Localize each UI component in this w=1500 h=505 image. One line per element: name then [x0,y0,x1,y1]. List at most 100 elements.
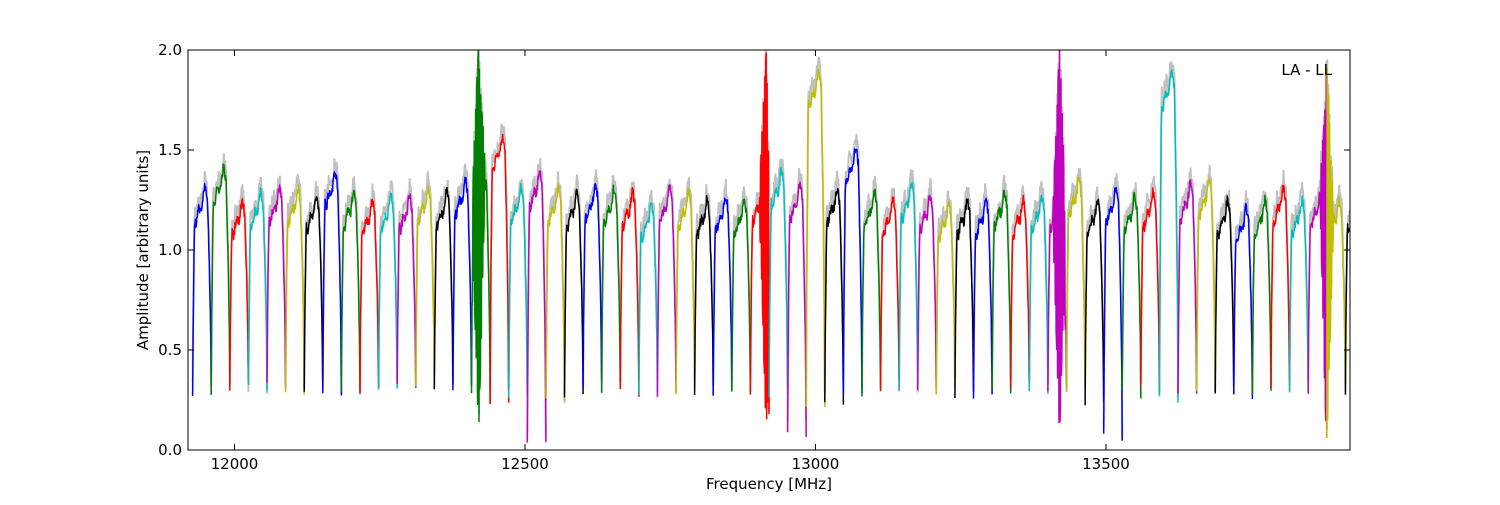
channel-series-segment [1177,179,1198,394]
background-series-segment [916,177,938,390]
background-series-segment [1420,180,1439,394]
background-series-segment [1364,179,1383,390]
channel-series-segment [1084,198,1105,406]
channel-series-segment [507,183,529,398]
channel-series-segment [1047,50,1068,424]
channel-series-segment [1028,194,1049,394]
channel-series-segment [1344,220,1350,395]
background-series-segment [675,177,696,379]
channel-series-segment [377,192,398,389]
channel-series-segment [1270,184,1291,389]
channel-series-segment [749,52,770,420]
background-series-segment [563,174,585,383]
channel-series-segment [768,166,789,398]
channel-series-segment [340,189,361,392]
channel-series-segment [526,170,547,443]
channel-series-segment [731,198,752,395]
channel-series-segment [284,184,305,395]
channel-series-segment [191,182,212,397]
channel-series-segment [1065,176,1086,392]
channel-series-segment [1214,195,1235,395]
background-series-segment [396,178,417,386]
channel-series-segment [638,202,659,395]
y-tick-label: 1.0 [158,241,182,259]
background-series-segment [749,50,770,412]
background-series-segment [228,184,250,385]
channel-series-segment [842,148,863,395]
channel-series-segment [1364,197,1383,394]
channel-series-segment [303,196,324,392]
channel-series-segment [1233,202,1254,400]
y-tick-label: 0.0 [158,441,182,459]
channel-series-segment [563,188,584,398]
y-tick-label: 0.5 [158,341,182,359]
channel-series-segment [470,50,491,423]
x-tick-label: 13500 [1082,455,1130,473]
channel-series-segment [712,197,733,396]
channel-series-segment [991,189,1012,394]
x-axis-label: Frequency [MHz] [706,475,832,493]
channel-series-segment [1121,191,1142,399]
channel-series-segment [1494,148,1500,394]
background-series-segment [1457,156,1476,384]
background-series-segment [1232,190,1254,395]
channel-series-segment [824,187,845,405]
channel-series-segment [935,201,956,395]
channel-series-segment [210,163,231,395]
background-series-segment [1476,163,1495,382]
x-tick-label: 12500 [501,455,549,473]
y-tick-label: 1.5 [158,141,182,159]
channel-series-segment [619,187,640,397]
background-series-segment [414,171,436,385]
channel-series-segment [1251,194,1272,395]
background-series-segment [1438,174,1457,437]
channel-series-segment [1195,177,1216,394]
channel-series-segment [1401,191,1420,402]
channel-series-segment [452,176,473,391]
channel-series-segment [656,184,677,397]
channel-series-segment [693,194,714,395]
channel-series-segment [1009,194,1031,389]
x-tick-label: 13000 [792,455,840,473]
channel-series-segment [545,183,566,401]
background-series-segment [1401,183,1420,400]
channel-series-segment [1102,186,1123,441]
channel-series-segment [675,188,696,395]
channel-series-segment [786,181,807,438]
x-tick-label: 12000 [211,455,259,473]
background-series-segment [1494,135,1500,382]
channel-series-segment [861,188,882,397]
channel-series-segment [229,198,250,391]
background-series-segment [1383,176,1402,388]
background-series-segment [1344,209,1350,386]
channel-series-segment [1476,170,1495,391]
channel-series-segment [489,133,510,405]
background-series-segment [1046,50,1068,416]
channel-series-segment [433,186,454,390]
channel-series-segment [898,181,919,392]
channel-series-segment [879,196,900,391]
channel-series-segment [600,184,622,393]
y-axis-label: Amplitude [arbitrary units] [134,150,152,350]
background-series-segment [991,174,1012,384]
background-series-segment [1307,60,1328,431]
channel-series-segment [805,68,826,408]
channel-series-segment [1288,195,1309,393]
channel-series-segment [1140,187,1161,392]
channel-series-segment [916,194,938,394]
channel-series-segment [396,193,417,389]
annotation-baseline-label: LA - LL [1281,61,1332,79]
channel-series-segment [1326,68,1347,439]
channel-series-segment [1158,69,1179,403]
channel-series-segment [322,171,343,396]
channel-series-segment [972,197,993,399]
channel-series-segment [1438,189,1457,439]
channel-series-segment [954,198,975,399]
channel-series-segment [1457,161,1476,392]
background-series-segment [359,183,380,391]
channel-series-segment [247,187,268,393]
channel-series-segment [1383,189,1402,390]
channel-series-segment [266,184,287,390]
